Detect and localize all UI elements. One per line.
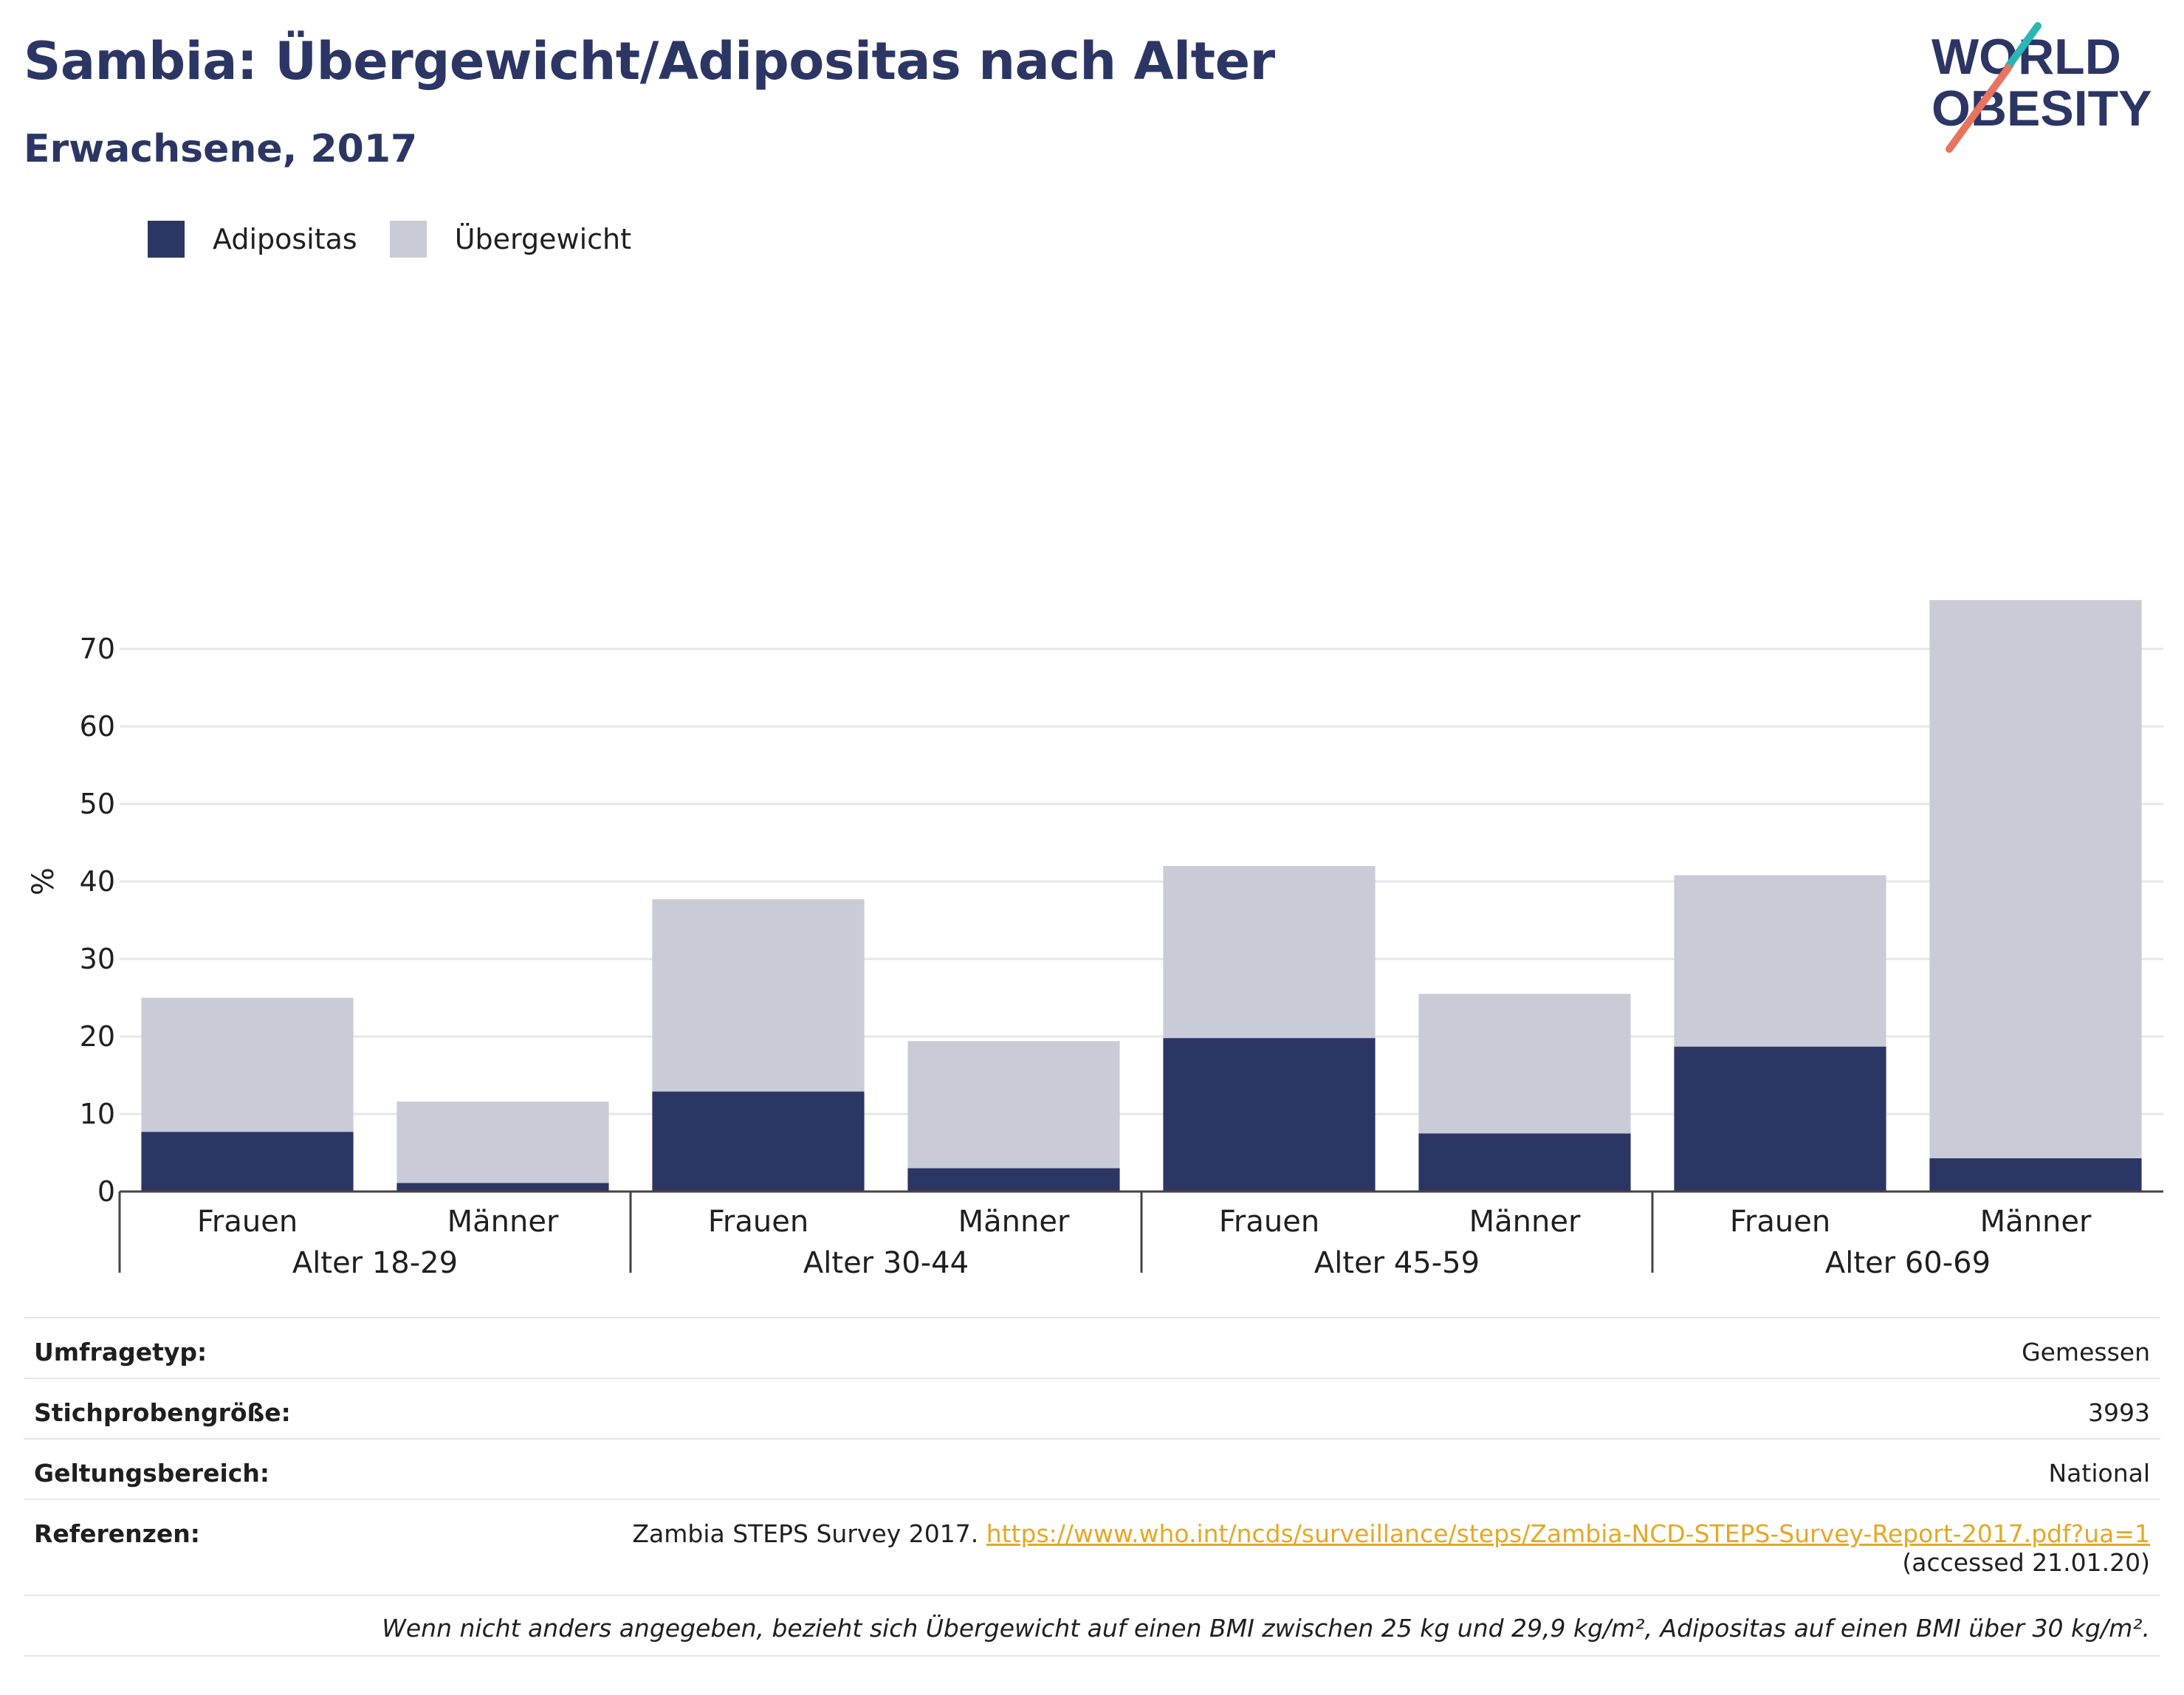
axes: 0 10 20 30 40 50 60 70% Frauen Männer Frauen Männer… [27, 633, 2163, 1280]
x-group-label: Alter 18-29 [292, 1246, 458, 1280]
info-row-references: Referenzen: Zambia STEPS Survey 2017. ht… [24, 1499, 2160, 1593]
bar-adipositas [652, 1091, 865, 1192]
x-group-label: Alter 60-69 [1825, 1246, 1991, 1280]
bar-adipositas [396, 1183, 609, 1192]
chart-legend: Adipositas Übergewicht [148, 219, 664, 260]
y-tick-label: 30 [80, 943, 115, 975]
bar-adipositas [1674, 1046, 1886, 1192]
logo-slash-teal [2005, 22, 2042, 70]
footnote: Wenn nicht anders angegeben, bezieht sic… [24, 1595, 2160, 1657]
legend-swatch-adipositas [148, 221, 185, 258]
legend-item-uebergewicht: Übergewicht [389, 221, 631, 258]
x-category-label: Männer [1980, 1205, 2092, 1239]
coverage-value: National [2048, 1459, 2150, 1488]
info-table: Umfragetyp: Gemessen Stichprobengröße: 3… [24, 1317, 2160, 1593]
x-category-label: Männer [958, 1205, 1070, 1239]
bar-übergewicht [907, 1041, 1120, 1169]
legend-label-adipositas: Adipositas [213, 223, 357, 255]
references-value: Zambia STEPS Survey 2017. https://www.wh… [632, 1519, 2150, 1577]
x-category-label: Männer [1469, 1205, 1581, 1239]
y-tick-label: 10 [80, 1098, 115, 1130]
x-category-label: Frauen [1730, 1205, 1830, 1239]
y-tick-label: 70 [80, 633, 115, 665]
references-label: Referenzen: [34, 1519, 200, 1548]
y-tick-label: 40 [80, 865, 115, 898]
bar-übergewicht [396, 1101, 609, 1183]
bars [141, 599, 2142, 1192]
info-row-coverage: Geltungsbereich: National [24, 1438, 2160, 1499]
x-category-label: Männer [447, 1205, 559, 1239]
bar-übergewicht [1929, 599, 2142, 1158]
world-obesity-logo: WORLD OBESITY [1931, 22, 2152, 153]
bar-adipositas [1418, 1133, 1631, 1192]
chart-subtitle: Erwachsene, 2017 [24, 127, 418, 171]
y-tick-label: 0 [97, 1175, 115, 1208]
y-tick-label: 60 [80, 710, 115, 743]
x-category-label: Frauen [708, 1205, 808, 1239]
bar-übergewicht [1674, 875, 1886, 1047]
x-category-label: Frauen [1219, 1205, 1319, 1239]
bar-adipositas [1929, 1158, 2142, 1192]
legend-label-uebergewicht: Übergewicht [454, 223, 631, 255]
bar-übergewicht [652, 899, 865, 1092]
x-group-label: Alter 30-44 [803, 1246, 969, 1280]
references-accessed: (accessed 21.01.20) [1902, 1548, 2150, 1577]
x-group-label: Alter 45-59 [1314, 1246, 1480, 1280]
coverage-label: Geltungsbereich: [34, 1459, 270, 1488]
bar-adipositas [1163, 1038, 1376, 1192]
chart-title: Sambia: Übergewicht/Adipositas nach Alte… [24, 31, 1275, 92]
x-category-label: Frauen [197, 1205, 298, 1239]
sample-size-label: Stichprobengröße: [34, 1398, 291, 1427]
bar-übergewicht [1163, 866, 1376, 1039]
info-row-survey-type: Umfragetyp: Gemessen [24, 1317, 2160, 1378]
y-tick-label: 50 [80, 788, 115, 820]
bar-adipositas [141, 1132, 354, 1192]
references-link[interactable]: https://www.who.int/ncds/surveillance/st… [986, 1519, 2150, 1548]
legend-item-adipositas: Adipositas [148, 221, 357, 258]
survey-type-label: Umfragetyp: [34, 1338, 207, 1366]
stacked-bar-chart: 0 10 20 30 40 50 60 70% Frauen Männer Frauen Männer… [27, 599, 2163, 1280]
bar-adipositas [907, 1168, 1120, 1192]
logo-slash-coral [1946, 64, 2012, 153]
y-axis-label: % [27, 867, 61, 895]
info-row-sample-size: Stichprobengröße: 3993 [24, 1378, 2160, 1438]
y-tick-label: 20 [80, 1020, 115, 1053]
survey-type-value: Gemessen [2022, 1338, 2150, 1366]
bar-übergewicht [1418, 994, 1631, 1134]
sample-size-value: 3993 [2088, 1398, 2150, 1427]
references-text: Zambia STEPS Survey 2017. [632, 1519, 986, 1548]
bar-übergewicht [141, 997, 354, 1132]
legend-swatch-uebergewicht [389, 221, 427, 258]
